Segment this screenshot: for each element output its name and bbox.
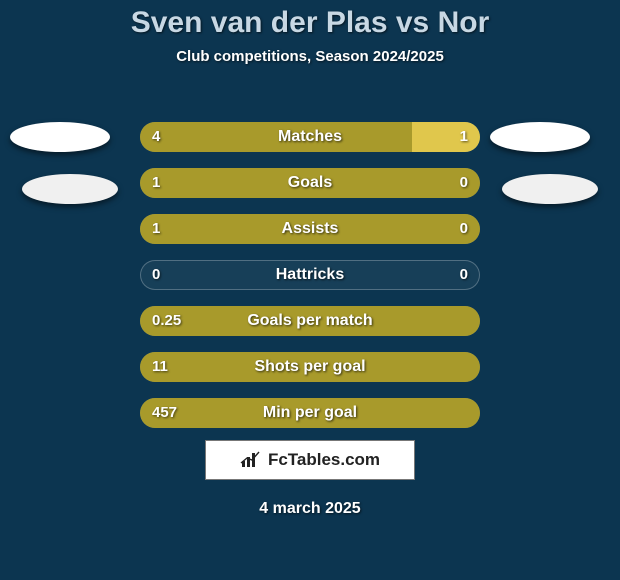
generation-date: 4 march 2025 [0, 500, 620, 518]
page-title: Sven van der Plas vs Nor [0, 0, 620, 40]
stat-label: Min per goal [140, 398, 480, 428]
stat-value-left: 1 [152, 214, 160, 244]
stat-label: Assists [140, 214, 480, 244]
player-b-club-badge [502, 174, 598, 204]
watermark-text: FcTables.com [268, 450, 380, 470]
stat-value-left: 0 [152, 260, 160, 290]
stat-label: Shots per goal [140, 352, 480, 382]
player-a-club-badge [22, 174, 118, 204]
stat-value-right: 0 [460, 168, 468, 198]
stat-value-right: 0 [460, 260, 468, 290]
stat-row: Goals1 0 [140, 168, 480, 198]
stat-label: Goals per match [140, 306, 480, 336]
comparison-infographic: Sven van der Plas vs Nor Club competitio… [0, 0, 620, 580]
stat-row: Hattricks0 0 [140, 260, 480, 290]
player-b-avatar [490, 122, 590, 152]
fctables-watermark: FcTables.com [205, 440, 415, 480]
stat-value-right: 0 [460, 214, 468, 244]
player-a-avatar [10, 122, 110, 152]
stat-label: Matches [140, 122, 480, 152]
stat-row: Min per goal457 [140, 398, 480, 428]
stat-value-left: 11 [152, 352, 168, 382]
stat-label: Goals [140, 168, 480, 198]
bar-chart-icon [240, 451, 262, 469]
stat-row: Shots per goal11 [140, 352, 480, 382]
stat-value-left: 457 [152, 398, 177, 428]
subtitle: Club competitions, Season 2024/2025 [0, 48, 620, 65]
stat-label: Hattricks [140, 260, 480, 290]
stat-value-left: 1 [152, 168, 160, 198]
stat-bars: Matches41Goals10Assists10Hattricks00Goal… [140, 122, 480, 444]
stat-row: Assists1 0 [140, 214, 480, 244]
stat-value-right: 1 [460, 122, 468, 152]
stat-row: Goals per match0.25 [140, 306, 480, 336]
stat-value-left: 4 [152, 122, 160, 152]
stat-row: Matches4 1 [140, 122, 480, 152]
stat-value-left: 0.25 [152, 306, 181, 336]
